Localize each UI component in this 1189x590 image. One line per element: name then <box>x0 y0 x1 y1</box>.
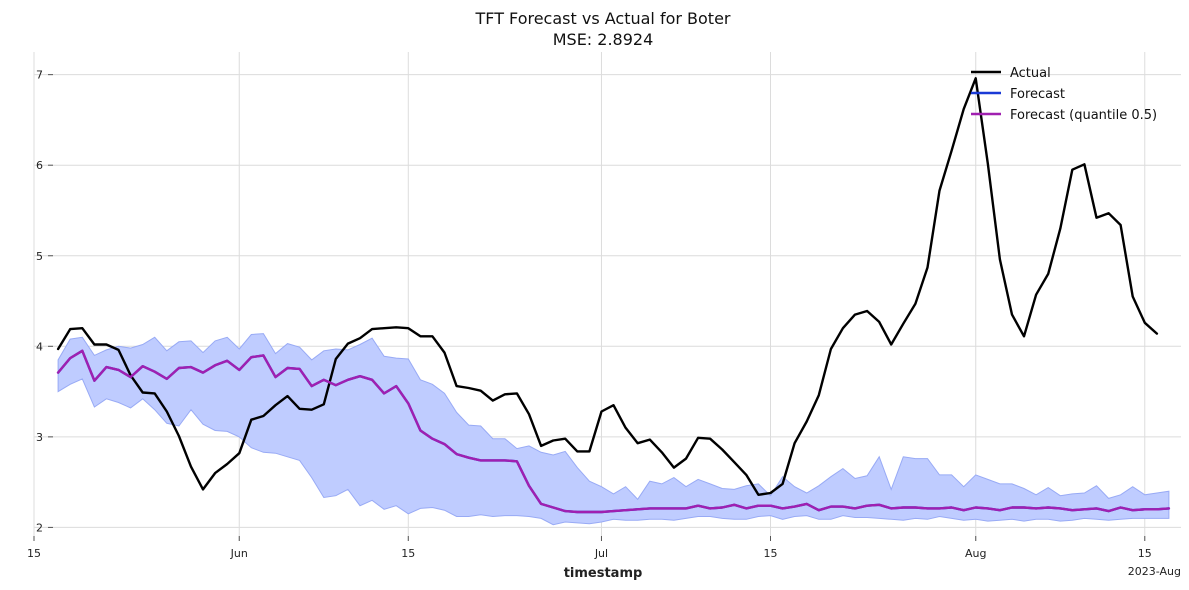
x-tick-label: 15 <box>401 547 415 560</box>
y-tick-label: 6 <box>36 159 43 172</box>
y-tick-label: 3 <box>36 431 43 444</box>
chart-title: TFT Forecast vs Actual for Boter <box>475 9 731 28</box>
series-lines <box>56 77 1171 514</box>
x-tick-label: Jul <box>594 547 608 560</box>
legend-item-actual: Actual <box>971 66 1051 81</box>
axis-ticks: 2 3 4 5 6 7 15 Jun 15 Jul 15 Aug 15 <box>27 69 1152 560</box>
forecast-quantile-band <box>57 333 1170 526</box>
forecast-median-line <box>56 349 1171 514</box>
prediction-band-layer <box>57 333 1170 526</box>
x-tick-label: 15 <box>27 547 41 560</box>
x-axis-label: timestamp <box>564 566 643 581</box>
legend-label: Forecast (quantile 0.5) <box>1010 108 1157 123</box>
chart-subtitle: MSE: 2.8924 <box>553 30 654 49</box>
x-tick-label: 15 <box>1138 547 1152 560</box>
x-tick-label: Aug <box>965 547 986 560</box>
x-tick-label: Jun <box>230 547 248 560</box>
y-tick-label: 4 <box>36 340 43 353</box>
legend-label: Actual <box>1010 66 1051 81</box>
y-tick-label: 7 <box>36 69 43 82</box>
y-tick-label: 2 <box>36 521 43 534</box>
x-tick-label: 15 <box>763 547 777 560</box>
legend-item-forecast-quantile: Forecast (quantile 0.5) <box>971 108 1157 123</box>
legend-label: Forecast <box>1010 87 1065 102</box>
legend-item-forecast: Forecast <box>971 87 1065 102</box>
x-axis-offset-label: 2023-Aug <box>1128 565 1181 578</box>
actual-line <box>56 77 1159 496</box>
legend: Actual Forecast Forecast (quantile 0.5) <box>971 66 1157 123</box>
y-tick-label: 5 <box>36 250 43 263</box>
